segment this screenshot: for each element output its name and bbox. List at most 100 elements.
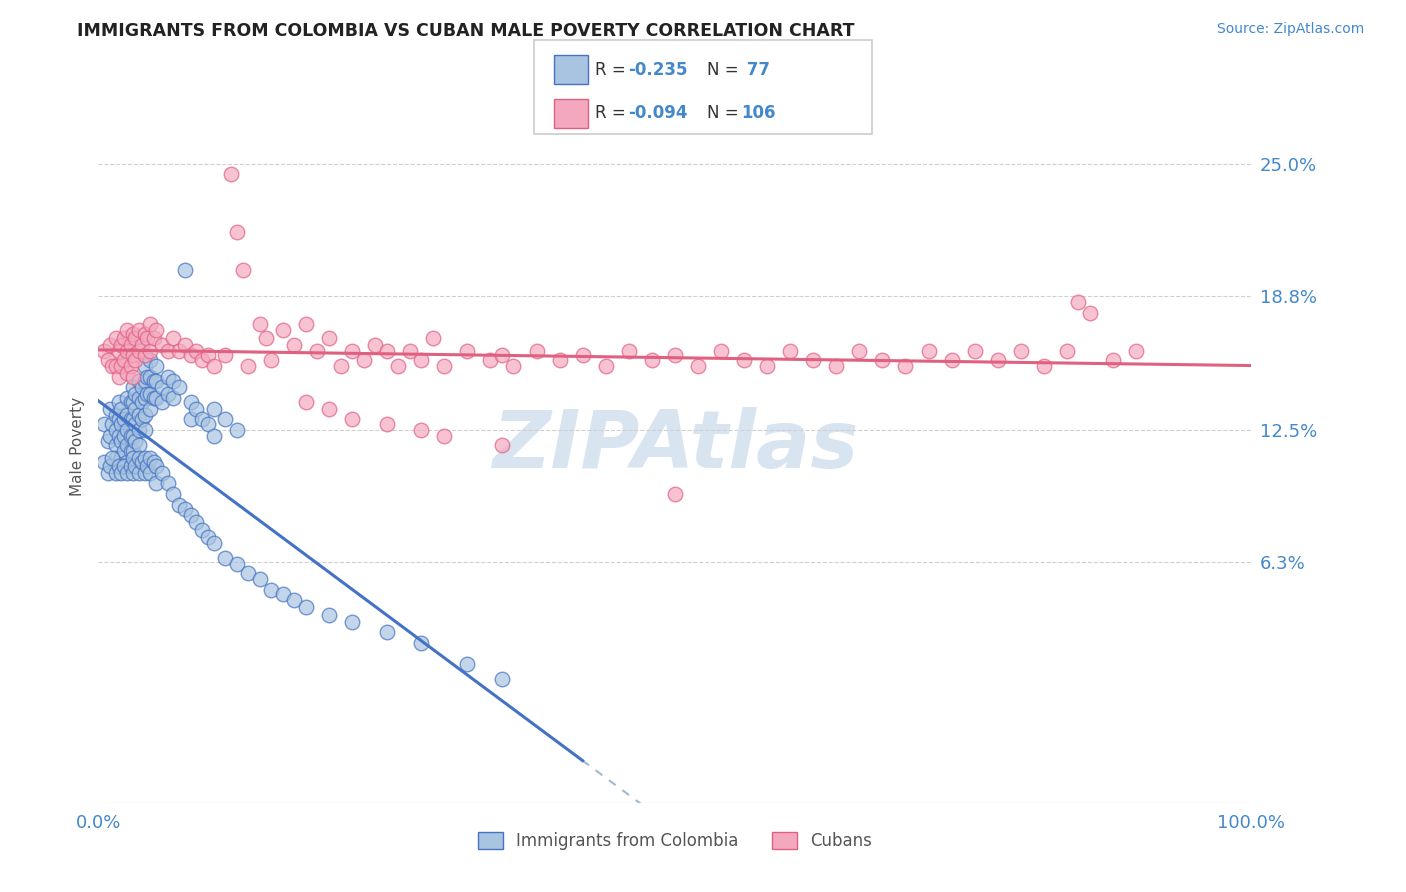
Point [139, 317, 162, 331]
Point [197, 349, 219, 363]
Point [156, 344, 179, 359]
Point [491, 672, 513, 686]
Point [156, 476, 179, 491]
Point [987, 352, 1010, 367]
Point [117, 423, 139, 437]
Point [779, 344, 801, 359]
Point [249, 317, 271, 331]
Point [101, 450, 124, 465]
Point [112, 331, 135, 345]
Point [202, 401, 225, 416]
Point [117, 366, 139, 380]
Point [641, 352, 664, 367]
Point [110, 450, 132, 465]
Point [174, 263, 197, 277]
Point [98, 459, 121, 474]
Point [104, 408, 127, 422]
Point [128, 374, 150, 388]
Point [398, 344, 420, 359]
Point [1125, 344, 1147, 359]
Point [202, 536, 225, 550]
Point [260, 582, 283, 597]
Point [131, 380, 153, 394]
Y-axis label: Male Poverty: Male Poverty [70, 396, 86, 496]
Point [122, 429, 145, 443]
Point [411, 423, 433, 437]
Point [134, 391, 156, 405]
Point [112, 459, 135, 474]
Point [411, 352, 433, 367]
Point [134, 359, 156, 373]
Text: N =: N = [707, 61, 744, 78]
Point [98, 429, 121, 443]
Point [174, 338, 197, 352]
Point [135, 369, 157, 384]
Point [186, 344, 208, 359]
Point [174, 501, 197, 516]
Point [101, 417, 124, 431]
Point [97, 466, 120, 480]
Text: 106: 106 [741, 104, 776, 122]
Point [150, 338, 173, 352]
Point [120, 444, 142, 458]
Point [93, 417, 115, 431]
Point [139, 401, 162, 416]
Point [150, 466, 173, 480]
Point [340, 615, 363, 629]
Point [156, 369, 179, 384]
Point [104, 331, 127, 345]
Point [318, 331, 340, 345]
Point [128, 438, 150, 452]
Point [197, 417, 219, 431]
Point [124, 401, 146, 416]
Point [271, 323, 294, 337]
Point [108, 369, 131, 384]
Point [112, 444, 135, 458]
Point [128, 344, 150, 359]
Point [617, 344, 640, 359]
Point [120, 338, 142, 352]
Point [117, 455, 139, 469]
Point [1102, 352, 1125, 367]
Point [191, 412, 214, 426]
Point [97, 434, 120, 448]
Point [135, 459, 157, 474]
Point [122, 380, 145, 394]
Point [167, 380, 190, 394]
Point [145, 391, 167, 405]
Point [110, 338, 132, 352]
Point [139, 344, 162, 359]
Point [104, 450, 127, 465]
Point [162, 331, 184, 345]
Point [295, 599, 318, 614]
Point [139, 466, 162, 480]
Point [963, 344, 986, 359]
Point [571, 349, 593, 363]
Point [139, 450, 162, 465]
Point [124, 386, 146, 401]
Point [120, 412, 142, 426]
Point [825, 359, 848, 373]
Point [112, 352, 135, 367]
Point [122, 412, 145, 426]
Point [340, 412, 363, 426]
Text: R =: R = [595, 104, 631, 122]
Point [756, 359, 779, 373]
Text: ZIPAtlas: ZIPAtlas [492, 407, 858, 485]
Point [98, 401, 121, 416]
Point [134, 349, 156, 363]
Point [128, 423, 150, 437]
Point [128, 466, 150, 480]
Point [128, 408, 150, 422]
Point [375, 625, 398, 640]
Point [93, 455, 115, 469]
Point [145, 359, 167, 373]
Point [128, 450, 150, 465]
Point [131, 412, 153, 426]
Point [340, 344, 363, 359]
Point [271, 587, 294, 601]
Point [664, 487, 686, 501]
Point [191, 352, 214, 367]
Point [104, 359, 127, 373]
Point [186, 515, 208, 529]
